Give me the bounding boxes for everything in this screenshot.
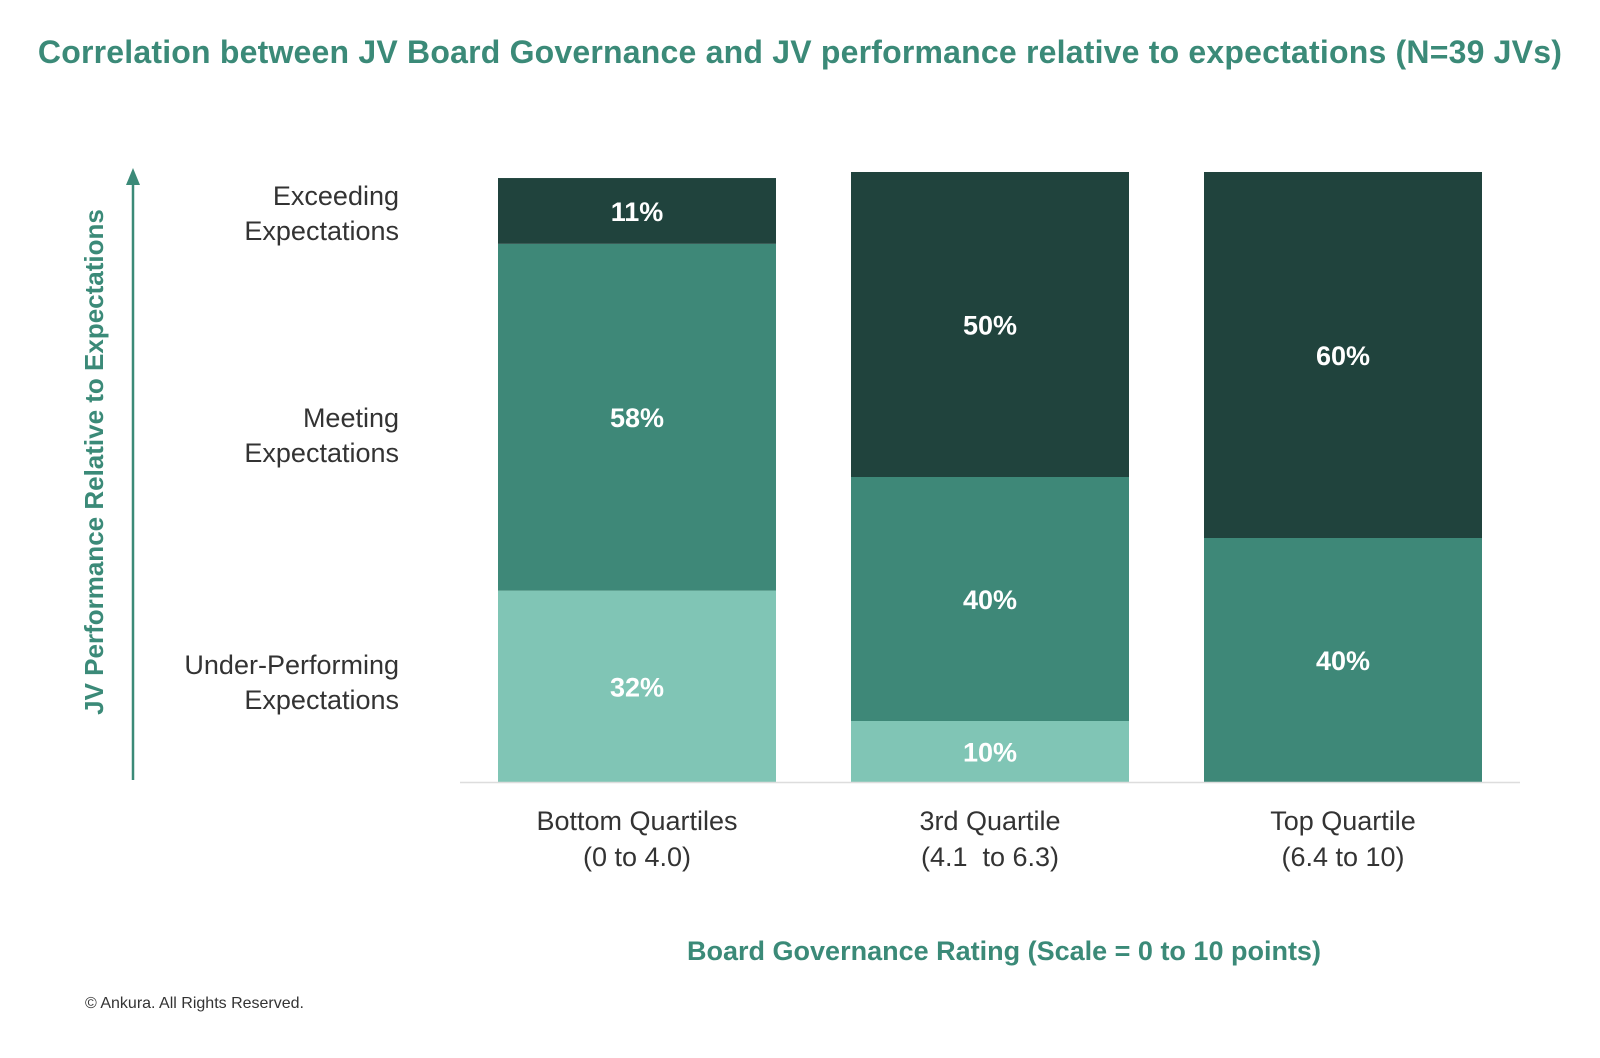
data-label: 50% — [963, 311, 1017, 341]
arrow-up-icon — [126, 168, 140, 185]
data-label: 11% — [611, 197, 664, 227]
data-label: 40% — [1316, 646, 1370, 676]
bar-segment-meeting — [851, 477, 1129, 721]
data-label: 10% — [963, 738, 1017, 768]
bar-segment-exceeding — [1204, 172, 1482, 538]
chart-title: Correlation between JV Board Governance … — [37, 34, 1563, 70]
y-axis-title: JV Performance Relative to Expectations — [79, 209, 109, 715]
data-label: 58% — [610, 403, 664, 433]
data-label: 32% — [610, 672, 664, 702]
data-label: 40% — [963, 585, 1017, 615]
y-level-labels: Exceeding Expectations Meeting Expectations… — [184, 181, 399, 715]
y-level-label: Meeting Expectations — [244, 403, 399, 468]
copyright-text: © Ankura. All Rights Reserved. — [85, 995, 304, 1012]
y-level-label: Under-Performing Expectations — [184, 650, 399, 715]
data-label: 60% — [1316, 341, 1370, 371]
x-tick-label: Top Quartile (6.4 to 10) — [1270, 806, 1416, 872]
y-axis-arrow — [126, 168, 140, 780]
bar-segment-exceeding — [498, 178, 776, 244]
bar-segment-meeting — [498, 243, 776, 591]
x-category-labels: Bottom Quartiles (0 to 4.0) 3rd Quartile (4… — [536, 806, 1415, 872]
x-axis-title: Board Governance Rating (Scale = 0 to 10… — [687, 936, 1321, 966]
bars-group: 32% 58% 11% 10% 40% 50% 40% 60% — [498, 172, 1482, 782]
bar-segment-under — [498, 590, 776, 782]
y-axis-title-group: JV Performance Relative to Expectations — [79, 209, 109, 715]
bar-segment-under — [851, 721, 1129, 782]
x-tick-label: 3rd Quartile (4.1 to 6.3) — [919, 806, 1060, 872]
bar-segment-meeting — [1204, 538, 1482, 782]
x-axis-title-group: Board Governance Rating (Scale = 0 to 10… — [687, 936, 1321, 966]
x-tick-label: Bottom Quartiles (0 to 4.0) — [536, 806, 737, 872]
bar-segment-exceeding — [851, 172, 1129, 477]
y-level-label: Exceeding Expectations — [244, 181, 399, 246]
